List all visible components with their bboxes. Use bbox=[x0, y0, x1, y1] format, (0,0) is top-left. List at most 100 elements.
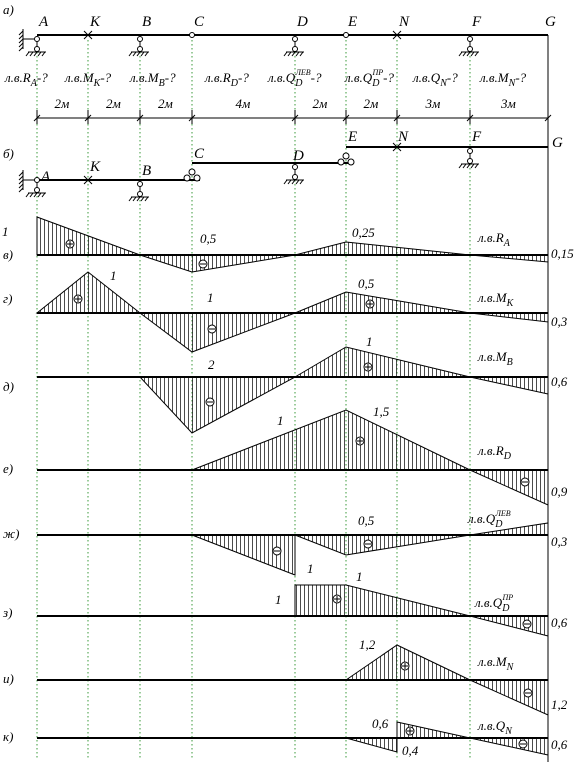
hinge bbox=[183, 174, 191, 182]
ordinate-label: 0,5 bbox=[200, 231, 217, 246]
line-name: л.в.MK bbox=[477, 290, 515, 309]
suffix: -? bbox=[447, 70, 458, 85]
name-main: л.в.M bbox=[479, 70, 510, 85]
influence-area bbox=[138, 376, 296, 434]
influence-area bbox=[294, 534, 471, 556]
support-hatch bbox=[299, 179, 304, 185]
support-hatch bbox=[18, 38, 24, 44]
support-hatch bbox=[18, 183, 24, 189]
ordinate-label: 1 bbox=[356, 569, 363, 584]
subscript: K bbox=[506, 298, 515, 309]
span-length: 2м bbox=[55, 96, 70, 111]
hinge bbox=[347, 158, 355, 166]
question: л.в.QDЛЕВ-? bbox=[267, 68, 322, 89]
support-hatch bbox=[470, 51, 475, 57]
influence-area bbox=[469, 737, 549, 756]
support-hatch bbox=[41, 192, 46, 198]
subscript: A bbox=[30, 78, 38, 89]
hinge bbox=[337, 158, 345, 166]
hinge bbox=[292, 46, 298, 52]
hinge bbox=[467, 148, 473, 154]
influence-area bbox=[469, 679, 549, 716]
subscript: N bbox=[504, 726, 513, 737]
point-label: F bbox=[471, 129, 482, 145]
span-length: 4м bbox=[236, 96, 251, 111]
ordinate-label: 1,5 bbox=[373, 404, 390, 419]
hinge bbox=[34, 46, 40, 52]
support-hatch bbox=[140, 51, 145, 57]
hinge bbox=[137, 191, 143, 197]
row-label: з) bbox=[2, 605, 12, 620]
name-main: л.в.R bbox=[477, 443, 504, 458]
support-hatch bbox=[18, 42, 24, 48]
name-main: л.в.M bbox=[64, 70, 95, 85]
hinge bbox=[137, 46, 143, 52]
name-main: л.в.Q bbox=[412, 70, 441, 85]
hinge bbox=[34, 36, 40, 42]
name-main: л.в.M bbox=[477, 290, 508, 305]
influence-area bbox=[293, 346, 471, 378]
name-main: л.в.Q bbox=[344, 70, 373, 85]
support-hatch bbox=[18, 171, 24, 177]
question: л.в.QDПР-? bbox=[344, 68, 394, 89]
support-hatch bbox=[283, 51, 288, 57]
hinge bbox=[188, 168, 196, 176]
hinge bbox=[34, 187, 40, 193]
influence-area bbox=[469, 469, 549, 506]
influence-area bbox=[138, 312, 296, 353]
support-hatch bbox=[287, 51, 292, 57]
ordinate-label: 1 bbox=[110, 268, 117, 283]
name-main: л.в.Q bbox=[467, 511, 496, 526]
support-hatch bbox=[18, 179, 24, 185]
subscript: D bbox=[294, 78, 303, 89]
point-label: C bbox=[194, 146, 205, 162]
support-hatch bbox=[466, 163, 471, 169]
hinge-mark bbox=[392, 30, 402, 40]
support-hatch bbox=[470, 163, 475, 169]
question: л.в.MB-? bbox=[129, 70, 176, 89]
hinge bbox=[467, 36, 473, 42]
ordinate-label: 1,2 bbox=[359, 637, 376, 652]
support-hatch bbox=[291, 179, 296, 185]
ordinate-label: 0,4 bbox=[402, 743, 419, 758]
question: л.в.QN-? bbox=[412, 70, 458, 89]
support-hatch bbox=[462, 51, 467, 57]
point-label: N bbox=[398, 14, 410, 30]
span-length: 2м bbox=[313, 96, 328, 111]
support-hatch bbox=[462, 163, 467, 169]
ordinate-label: 0,6 bbox=[372, 716, 389, 731]
panel-label: а) bbox=[3, 2, 14, 17]
hinge bbox=[292, 36, 298, 42]
subscript: N bbox=[439, 78, 448, 89]
question: л.в.MK-? bbox=[64, 70, 112, 89]
subscript: D bbox=[501, 603, 510, 614]
point-label: E bbox=[347, 14, 357, 30]
support-hatch bbox=[25, 192, 30, 198]
point-label: D bbox=[296, 14, 308, 30]
name-main: л.в.M bbox=[477, 349, 508, 364]
superscript: ЛЕВ bbox=[294, 68, 310, 77]
ordinate-label: 2 bbox=[208, 357, 215, 372]
row-label: е) bbox=[3, 461, 13, 476]
point-label: G bbox=[552, 135, 563, 151]
support-hatch bbox=[18, 34, 24, 40]
suffix: -? bbox=[37, 70, 48, 85]
ordinate-label: 1,2 bbox=[551, 697, 568, 712]
row-label: к) bbox=[3, 729, 13, 744]
line-name: л.в.MN bbox=[477, 654, 515, 673]
influence-area bbox=[294, 584, 471, 617]
line-name: л.в.QDПР bbox=[474, 593, 513, 614]
subscript: B bbox=[507, 357, 513, 368]
support-hatch bbox=[299, 51, 304, 57]
support-hatch bbox=[29, 192, 34, 198]
influence-area bbox=[294, 291, 471, 314]
ordinate-label: 0,3 bbox=[551, 534, 568, 549]
support-hatch bbox=[466, 51, 471, 57]
superscript: ПР bbox=[501, 593, 513, 602]
ordinate-label: 1 bbox=[277, 413, 284, 428]
hinge bbox=[193, 174, 201, 182]
support-hatch bbox=[295, 51, 300, 57]
support-hatch bbox=[18, 175, 24, 181]
span-length: 2м bbox=[158, 96, 173, 111]
row-label: и) bbox=[3, 671, 14, 686]
